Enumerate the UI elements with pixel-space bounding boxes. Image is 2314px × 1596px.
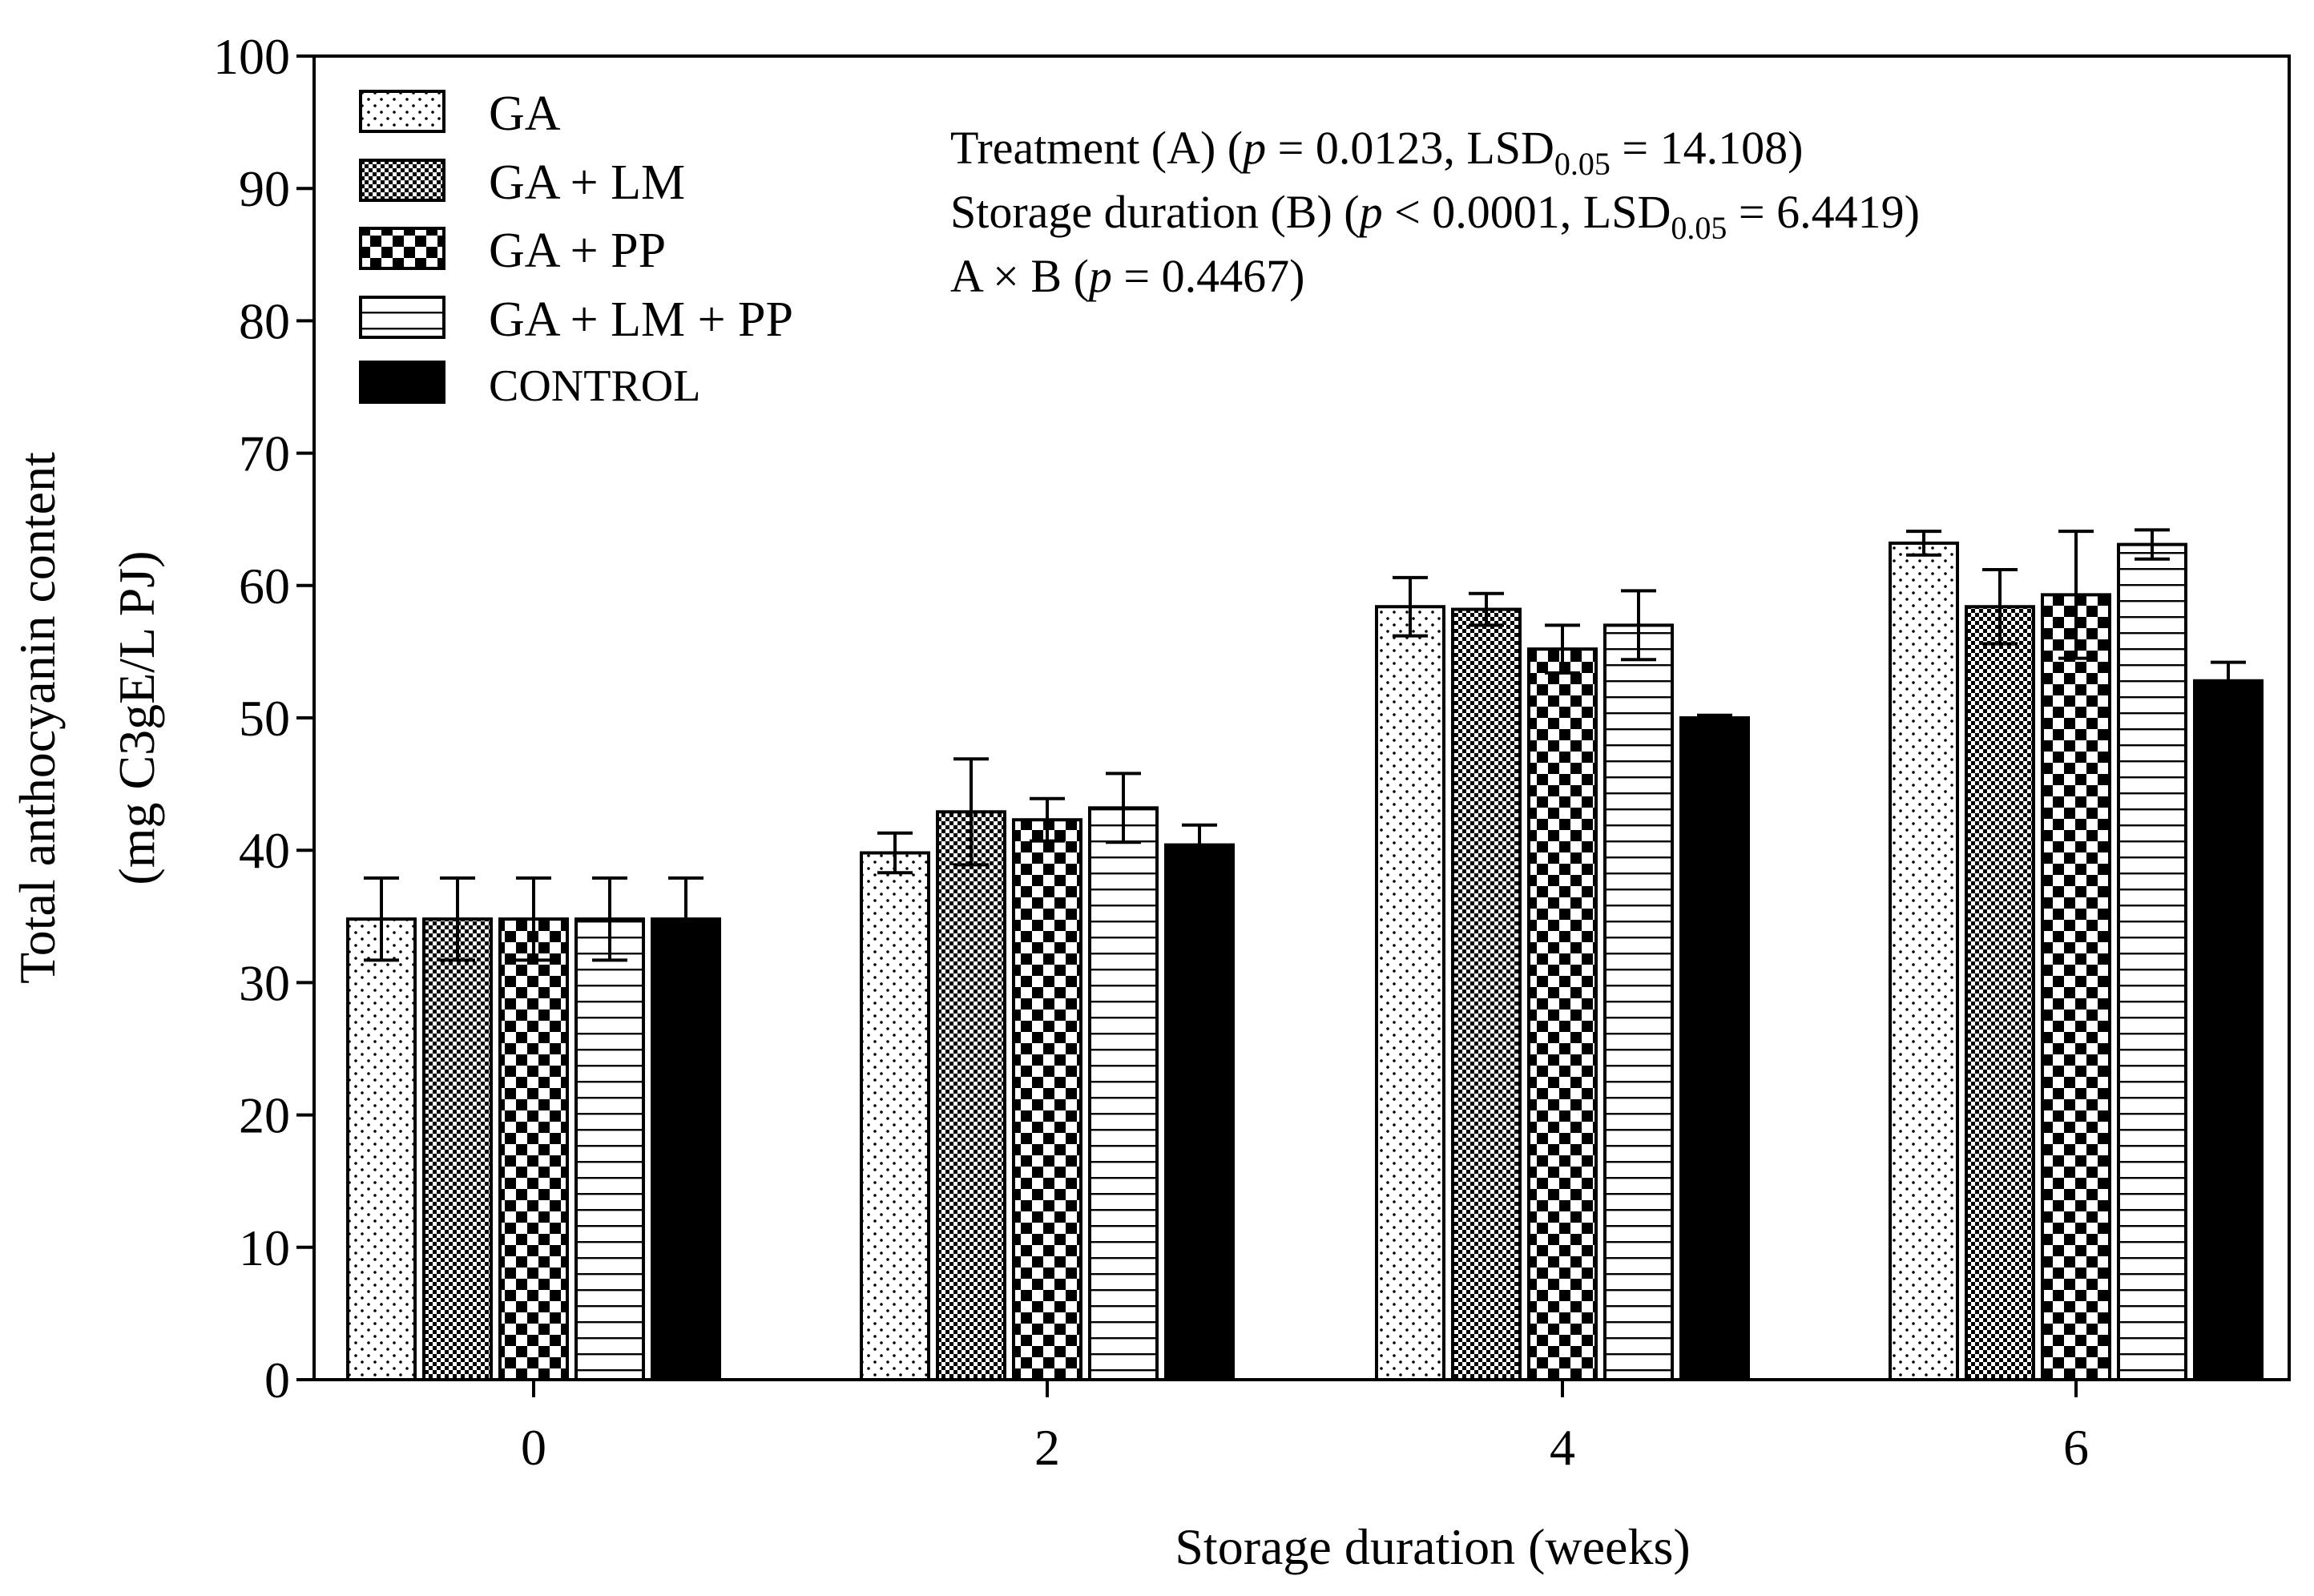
bars-layer xyxy=(346,528,2264,1382)
annotation-3-p: p xyxy=(1086,250,1112,302)
annotation-1-p: p xyxy=(1240,122,1266,174)
error-bar xyxy=(953,757,989,867)
y-axis: 0 10 20 30 40 50 60 70 80 90 100 xyxy=(213,28,314,1409)
error-bar xyxy=(2211,660,2246,701)
bar-ga-week-6 xyxy=(1889,541,1959,1381)
error-bar xyxy=(1621,589,1656,662)
bar-control-week-0 xyxy=(651,917,721,1381)
legend-label-ga-lm-pp: GA + LM + PP xyxy=(489,292,793,347)
y-tick-label-100: 100 xyxy=(213,28,290,85)
y-tick-label-50: 50 xyxy=(239,690,290,747)
legend-swatch-ga-lm xyxy=(359,159,445,202)
legend-label-ga: GA xyxy=(489,87,561,141)
bar-ga-lm-week-6 xyxy=(1965,605,2035,1381)
error-bar xyxy=(668,876,703,962)
legend-label-ga-lm: GA + LM xyxy=(489,155,685,210)
y-tick-label-80: 80 xyxy=(239,292,290,349)
error-bar xyxy=(440,876,475,962)
annotation-3-post: = 0.4467) xyxy=(1112,250,1305,302)
bar-ga-week-2 xyxy=(860,851,930,1381)
annotation-2-mid: < 0.0001, LSD xyxy=(1383,186,1671,238)
y-tick-label-40: 40 xyxy=(239,822,290,879)
y-tick-label-20: 20 xyxy=(239,1087,290,1144)
bar-ga-lm-pp-week-2 xyxy=(1088,806,1159,1381)
bar-ga-lm-pp-week-4 xyxy=(1603,623,1674,1381)
y-tick-label-0: 0 xyxy=(264,1352,290,1409)
error-bar xyxy=(877,831,913,875)
y-tick-label-90: 90 xyxy=(239,160,290,217)
y-tick-label-70: 70 xyxy=(239,425,290,482)
x-axis: 0 2 4 6 xyxy=(521,1380,2089,1476)
bar-control-week-2 xyxy=(1164,843,1235,1382)
error-bar xyxy=(1106,772,1141,844)
legend-label-control: CONTROL xyxy=(489,361,700,411)
bar-ga-pp-week-4 xyxy=(1527,647,1598,1381)
error-bar xyxy=(592,876,627,962)
y-tick-label-10: 10 xyxy=(239,1219,290,1276)
legend-swatch-ga-pp xyxy=(359,227,445,270)
x-tick-label-2: 2 xyxy=(1034,1419,1060,1476)
annotation-2-p: p xyxy=(1357,186,1383,238)
error-bar xyxy=(1906,530,1941,557)
x-axis-label: Storage duration (weeks) xyxy=(1175,1518,1690,1575)
legend-label-ga-pp: GA + PP xyxy=(489,224,666,278)
error-bar xyxy=(1030,796,1065,843)
bar-ga-week-0 xyxy=(346,917,417,1381)
y-axis-label-line1: Total anthocyanin content xyxy=(9,452,66,984)
annotation-1-post: = 14.108) xyxy=(1611,122,1804,174)
error-bar xyxy=(364,876,399,962)
bar-ga-pp-week-0 xyxy=(498,917,569,1381)
annotation-3-pre: A × B ( xyxy=(950,250,1089,302)
bar-ga-lm-week-0 xyxy=(422,917,493,1381)
legend-swatch-ga xyxy=(359,90,445,133)
x-tick-label-4: 4 xyxy=(1550,1419,1575,1476)
annotation-2-sub: 0.05 xyxy=(1671,210,1727,246)
error-bar xyxy=(1697,713,1732,723)
error-bar xyxy=(1393,575,1428,638)
error-bar xyxy=(2135,528,2170,561)
bar-ga-pp-week-6 xyxy=(2041,593,2111,1381)
error-bar xyxy=(1182,823,1217,867)
y-tick-label-30: 30 xyxy=(239,954,290,1011)
bar-ga-pp-week-2 xyxy=(1012,818,1082,1381)
legend-swatch-ga-lm-pp xyxy=(359,296,445,339)
annotation-line-1: Treatment (A) (p = 0.0123, LSD0.05 = 14.… xyxy=(950,122,1803,182)
y-tick-label-60: 60 xyxy=(239,558,290,615)
bar-ga-lm-pp-week-6 xyxy=(2117,542,2187,1381)
legend-swatch-control xyxy=(359,361,445,404)
annotation-1-sub: 0.05 xyxy=(1554,146,1611,182)
bar-ga-lm-week-2 xyxy=(936,810,1006,1381)
error-bar xyxy=(516,876,551,962)
error-bar xyxy=(1545,623,1580,675)
annotation-line-2: Storage duration (B) (p < 0.0001, LSD0.0… xyxy=(950,186,1920,246)
bar-ga-lm-week-4 xyxy=(1451,607,1522,1381)
bar-control-week-6 xyxy=(2193,679,2264,1381)
error-bar xyxy=(2058,530,2094,660)
annotation-line-3: A × B (p = 0.4467) xyxy=(950,250,1304,302)
bar-ga-week-4 xyxy=(1375,605,1445,1381)
y-axis-label-line2: (mg C3gE/L PJ) xyxy=(108,550,165,885)
annotation-2-post: = 6.4419) xyxy=(1727,186,1920,238)
annotation-2-pre: Storage duration (B) ( xyxy=(950,186,1360,238)
x-tick-label-0: 0 xyxy=(521,1419,546,1476)
error-bar xyxy=(1469,591,1504,627)
legend: GA GA + LM GA + PP GA + LM + PP CONTROL xyxy=(359,87,793,411)
bar-ga-lm-pp-week-0 xyxy=(574,917,645,1381)
bar-control-week-4 xyxy=(1679,716,1750,1381)
error-bar xyxy=(1982,567,2018,646)
annotation-1-mid: = 0.0123, LSD xyxy=(1266,122,1554,174)
y-axis-label: Total anthocyanin content (mg C3gE/L PJ) xyxy=(9,452,165,984)
stats-annotation: Treatment (A) (p = 0.0123, LSD0.05 = 14.… xyxy=(950,122,1920,302)
x-tick-label-6: 6 xyxy=(2063,1419,2089,1476)
annotation-1-pre: Treatment (A) ( xyxy=(950,122,1243,174)
